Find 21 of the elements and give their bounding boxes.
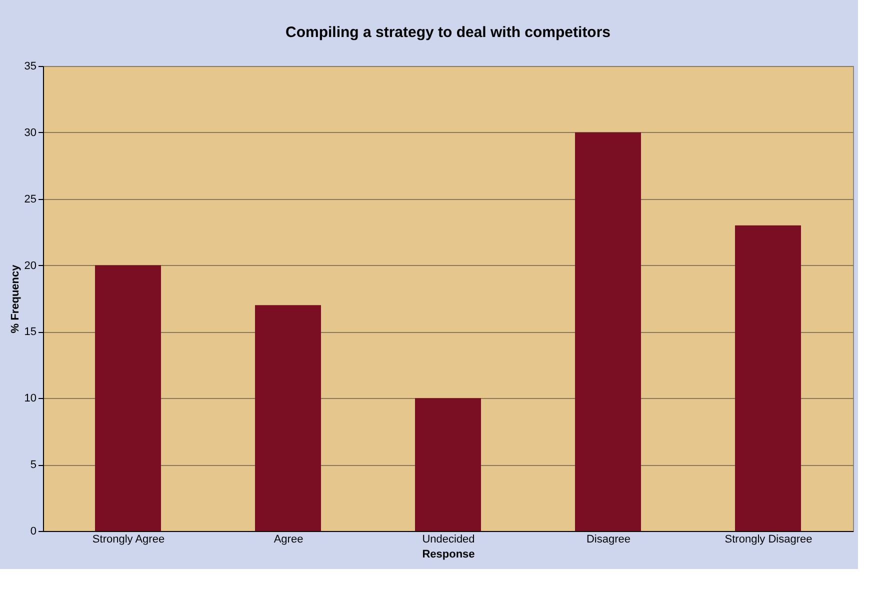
x-tick-label: Disagree [586,534,631,546]
y-tick-label: 25 [24,193,36,206]
x-tick-label: Undecided [422,534,475,546]
y-tick-label: 30 [24,126,36,139]
y-tick-label: 0 [30,526,36,538]
bar [255,305,321,531]
y-tick-label: 5 [30,459,36,472]
bar [95,265,161,531]
x-axis-title: Response [422,548,475,560]
y-tick-label: 10 [24,392,36,405]
bar [415,398,481,531]
chart-title: Compiling a strategy to deal with competitors [285,24,611,41]
bar [575,132,641,531]
y-tick-label: 15 [24,326,36,338]
y-tick-label: 20 [24,260,36,272]
y-tick-label: 35 [24,60,36,72]
y-axis-title: % Frequency [9,264,22,334]
x-tick-label: Strongly Disagree [724,534,812,546]
bar [735,225,801,531]
x-tick-label: Agree [274,534,304,546]
x-tick-label: Strongly Agree [92,534,165,546]
